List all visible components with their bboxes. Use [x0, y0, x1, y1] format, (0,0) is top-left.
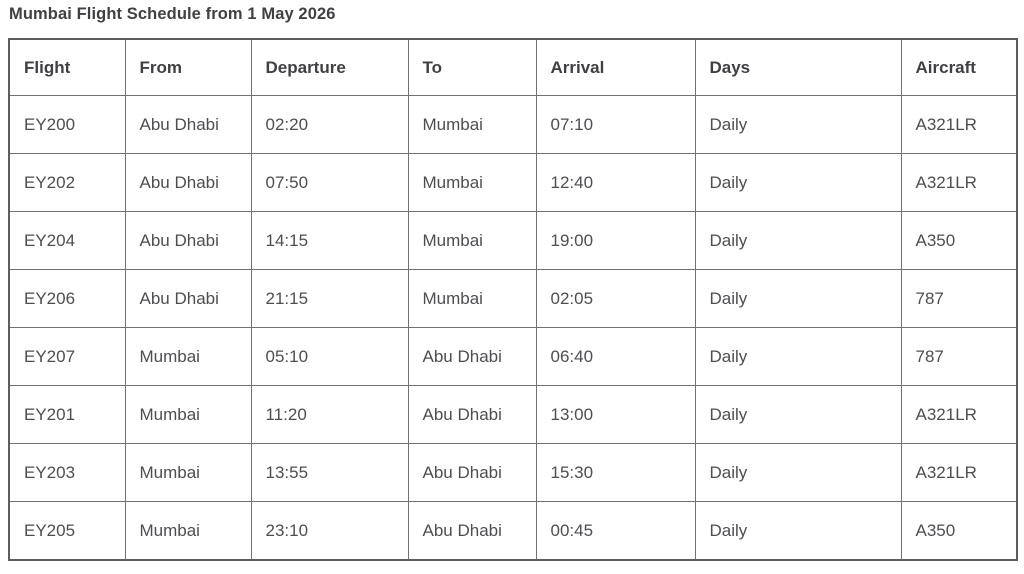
cell-from: Mumbai — [124, 327, 252, 386]
cell-arrival: 06:40 — [535, 327, 696, 386]
cell-days: Daily — [694, 269, 902, 328]
cell-from: Abu Dhabi — [124, 153, 252, 212]
cell-flight: EY200 — [8, 95, 126, 154]
cell-arrival: 02:05 — [535, 269, 696, 328]
cell-flight: EY203 — [8, 443, 126, 502]
cell-aircraft: A321LR — [900, 153, 1018, 212]
cell-flight: EY201 — [8, 385, 126, 444]
cell-to: Mumbai — [407, 153, 537, 212]
cell-to: Mumbai — [407, 269, 537, 328]
table-row: EY203 Mumbai 13:55 Abu Dhabi 15:30 Daily… — [8, 443, 1018, 502]
cell-aircraft: A321LR — [900, 385, 1018, 444]
cell-days: Daily — [694, 211, 902, 270]
cell-arrival: 00:45 — [535, 501, 696, 561]
cell-arrival: 19:00 — [535, 211, 696, 270]
table-row: EY201 Mumbai 11:20 Abu Dhabi 13:00 Daily… — [8, 385, 1018, 444]
cell-departure: 14:15 — [250, 211, 409, 270]
cell-days: Daily — [694, 153, 902, 212]
cell-aircraft: A350 — [900, 501, 1018, 561]
cell-to: Abu Dhabi — [407, 385, 537, 444]
cell-from: Abu Dhabi — [124, 95, 252, 154]
cell-departure: 13:55 — [250, 443, 409, 502]
cell-departure: 23:10 — [250, 501, 409, 561]
col-header-days: Days — [694, 38, 902, 96]
cell-aircraft: A321LR — [900, 95, 1018, 154]
cell-departure: 11:20 — [250, 385, 409, 444]
cell-aircraft: 787 — [900, 327, 1018, 386]
cell-to: Abu Dhabi — [407, 501, 537, 561]
cell-days: Daily — [694, 501, 902, 561]
cell-aircraft: A321LR — [900, 443, 1018, 502]
cell-flight: EY206 — [8, 269, 126, 328]
cell-departure: 21:15 — [250, 269, 409, 328]
cell-departure: 07:50 — [250, 153, 409, 212]
cell-flight: EY205 — [8, 501, 126, 561]
cell-from: Mumbai — [124, 501, 252, 561]
cell-from: Mumbai — [124, 443, 252, 502]
cell-arrival: 13:00 — [535, 385, 696, 444]
cell-days: Daily — [694, 327, 902, 386]
cell-flight: EY202 — [8, 153, 126, 212]
page-title: Mumbai Flight Schedule from 1 May 2026 — [9, 5, 336, 23]
col-header-arrival: Arrival — [535, 38, 696, 96]
cell-flight: EY204 — [8, 211, 126, 270]
cell-days: Daily — [694, 443, 902, 502]
cell-from: Abu Dhabi — [124, 269, 252, 328]
table-row: EY207 Mumbai 05:10 Abu Dhabi 06:40 Daily… — [8, 327, 1018, 386]
table-row: EY200 Abu Dhabi 02:20 Mumbai 07:10 Daily… — [8, 95, 1018, 154]
flight-schedule-table: Flight From Departure To Arrival Days Ai… — [8, 38, 1018, 561]
table-row: EY206 Abu Dhabi 21:15 Mumbai 02:05 Daily… — [8, 269, 1018, 328]
cell-from: Mumbai — [124, 385, 252, 444]
table-header-row: Flight From Departure To Arrival Days Ai… — [8, 38, 1018, 96]
table-row: EY204 Abu Dhabi 14:15 Mumbai 19:00 Daily… — [8, 211, 1018, 270]
col-header-departure: Departure — [250, 38, 409, 96]
col-header-aircraft: Aircraft — [900, 38, 1018, 96]
cell-flight: EY207 — [8, 327, 126, 386]
cell-arrival: 07:10 — [535, 95, 696, 154]
cell-to: Abu Dhabi — [407, 327, 537, 386]
cell-to: Mumbai — [407, 95, 537, 154]
cell-days: Daily — [694, 95, 902, 154]
cell-aircraft: A350 — [900, 211, 1018, 270]
cell-days: Daily — [694, 385, 902, 444]
cell-to: Mumbai — [407, 211, 537, 270]
col-header-to: To — [407, 38, 537, 96]
cell-from: Abu Dhabi — [124, 211, 252, 270]
cell-aircraft: 787 — [900, 269, 1018, 328]
cell-to: Abu Dhabi — [407, 443, 537, 502]
cell-departure: 02:20 — [250, 95, 409, 154]
cell-arrival: 12:40 — [535, 153, 696, 212]
table-row: EY202 Abu Dhabi 07:50 Mumbai 12:40 Daily… — [8, 153, 1018, 212]
table-row: EY205 Mumbai 23:10 Abu Dhabi 00:45 Daily… — [8, 501, 1018, 561]
cell-departure: 05:10 — [250, 327, 409, 386]
cell-arrival: 15:30 — [535, 443, 696, 502]
col-header-from: From — [124, 38, 252, 96]
col-header-flight: Flight — [8, 38, 126, 96]
